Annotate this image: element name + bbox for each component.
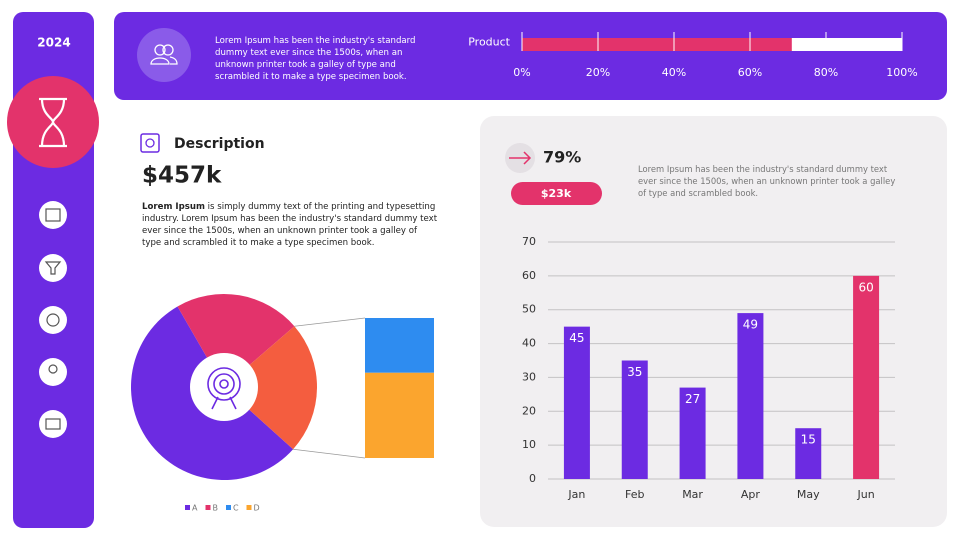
x-tick-label: 80% bbox=[814, 66, 838, 79]
lead: Lorem Ipsum bbox=[142, 202, 205, 212]
target-icon bbox=[207, 367, 241, 401]
legend-label: A bbox=[192, 504, 198, 513]
x-tick-label: Apr bbox=[741, 488, 761, 501]
nav-icons bbox=[39, 201, 67, 438]
nav-briefcase[interactable] bbox=[39, 410, 67, 438]
pie-slice-other bbox=[224, 326, 317, 450]
bar bbox=[563, 326, 590, 479]
nav-calendar[interactable] bbox=[39, 201, 67, 229]
connector bbox=[293, 448, 366, 459]
icon bbox=[46, 313, 60, 327]
legend-swatch bbox=[246, 505, 252, 510]
x-tick-label: Feb bbox=[625, 488, 644, 501]
banner-icon-bg bbox=[137, 28, 191, 82]
y-tick-label: 30 bbox=[522, 370, 536, 383]
legend-swatch bbox=[205, 505, 211, 510]
legend-label: B bbox=[213, 504, 219, 513]
percent: 79% bbox=[543, 148, 581, 167]
value-label: 45 bbox=[569, 331, 584, 345]
section-title: Description bbox=[174, 136, 265, 152]
year: 2024 bbox=[37, 36, 70, 50]
icon bbox=[45, 208, 61, 222]
y-tick-label: 40 bbox=[522, 337, 536, 350]
x-tick-label: 0% bbox=[513, 66, 530, 79]
y-tick-label: 50 bbox=[522, 303, 536, 316]
target-icon bbox=[211, 396, 237, 410]
pill-label: $23k bbox=[541, 187, 572, 200]
bar bbox=[621, 360, 648, 479]
connector bbox=[294, 317, 366, 327]
value-label: 15 bbox=[801, 433, 816, 447]
users-icon bbox=[150, 44, 178, 65]
y-tick-label: 60 bbox=[522, 269, 536, 282]
icon bbox=[48, 364, 58, 374]
y-tick-label: 0 bbox=[529, 472, 536, 485]
bar-label: Product bbox=[468, 36, 510, 49]
panel bbox=[480, 116, 947, 527]
stack-segment bbox=[365, 318, 434, 373]
bar bbox=[853, 275, 880, 479]
x-tick-label: 20% bbox=[586, 66, 610, 79]
value-label: 35 bbox=[627, 365, 642, 379]
pie-center bbox=[190, 353, 258, 421]
amount: $457k bbox=[142, 163, 222, 189]
hourglass-icon bbox=[39, 97, 67, 148]
summary-text: Lorem Ipsum has been the industry's stan… bbox=[638, 164, 896, 198]
body: is simply dummy text of the printing and… bbox=[142, 202, 438, 248]
legend-label: D bbox=[254, 504, 260, 513]
x-tick-label: May bbox=[797, 488, 820, 501]
banner-text: Lorem Ipsum has been the industry's stan… bbox=[215, 36, 416, 82]
x-tick-label: 60% bbox=[738, 66, 762, 79]
x-tick-label: 100% bbox=[886, 66, 917, 79]
nav-users[interactable] bbox=[39, 358, 67, 386]
legend-swatch bbox=[226, 505, 231, 510]
nav-settings[interactable] bbox=[39, 306, 67, 334]
nav-filter[interactable] bbox=[39, 254, 67, 282]
progress-bar bbox=[522, 38, 792, 51]
x-tick-label: Mar bbox=[682, 488, 703, 501]
y-tick-label: 10 bbox=[522, 438, 536, 451]
pie-slice bbox=[177, 294, 295, 387]
arrow-icon bbox=[509, 151, 532, 165]
stack-segment bbox=[365, 372, 434, 458]
value-label: 49 bbox=[743, 318, 758, 332]
target-icon bbox=[213, 373, 235, 395]
legend-swatch bbox=[185, 505, 190, 510]
x-tick-label: Jun bbox=[856, 488, 874, 501]
safe-icon bbox=[140, 133, 160, 153]
y-tick-label: 70 bbox=[522, 235, 536, 248]
bar bbox=[737, 313, 764, 479]
safe-icon bbox=[145, 138, 155, 148]
target-icon bbox=[219, 379, 229, 389]
x-tick-label: Jan bbox=[567, 488, 585, 501]
value-label: 60 bbox=[858, 280, 873, 294]
bar bbox=[679, 387, 706, 479]
legend-label: C bbox=[233, 504, 239, 513]
description-text: Lorem Ipsum is simply dummy text of the … bbox=[142, 201, 438, 249]
y-tick-label: 20 bbox=[522, 404, 536, 417]
icon bbox=[45, 418, 61, 430]
pill bbox=[511, 182, 602, 205]
value-label: 27 bbox=[685, 392, 700, 406]
banner bbox=[114, 12, 947, 100]
bar bbox=[795, 428, 822, 479]
x-tick-label: 40% bbox=[662, 66, 686, 79]
icon bbox=[44, 261, 62, 275]
